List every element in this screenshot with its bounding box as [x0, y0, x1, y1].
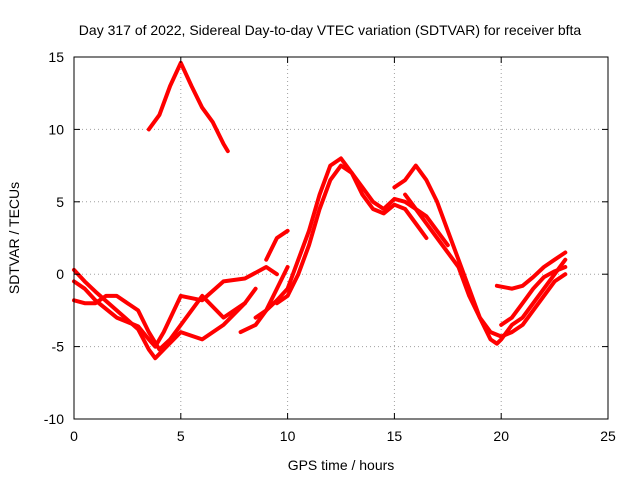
series-line-2 — [72, 267, 258, 361]
series-line-12 — [499, 265, 568, 327]
series-line-11 — [494, 250, 568, 291]
x-tick-label: 25 — [600, 428, 616, 444]
x-tick-label: 15 — [387, 428, 403, 444]
y-tick-label: -10 — [44, 411, 64, 427]
y-tick-label: -5 — [52, 339, 65, 355]
series-line-4 — [72, 293, 247, 352]
x-tick-label: 5 — [177, 428, 185, 444]
plot-frame — [73, 56, 609, 420]
y-tick-label: 10 — [48, 121, 64, 137]
y-axis-title: SDTVAR / TECUs — [6, 182, 22, 294]
x-tick-label: 20 — [493, 428, 509, 444]
x-tick-label: 0 — [70, 428, 78, 444]
y-tick-label: 5 — [56, 194, 64, 210]
x-tick-label: 10 — [280, 428, 296, 444]
y-tick-label: 0 — [56, 266, 64, 282]
series-layer — [72, 60, 568, 361]
series-line-6 — [253, 156, 429, 320]
ticks — [73, 56, 609, 420]
x-axis-title: GPS time / hours — [288, 457, 395, 473]
grid — [74, 57, 608, 419]
series-line-1 — [146, 60, 230, 154]
series-line-8 — [264, 228, 290, 262]
series-line-10 — [403, 192, 568, 339]
tick-labels: 0 5 10 15 20 25 -10 -5 0 5 10 15 — [44, 49, 616, 444]
series-line-9 — [392, 163, 568, 346]
y-tick-label: 15 — [48, 49, 64, 65]
chart-title: Day 317 of 2022, Sidereal Day-to-day VTE… — [79, 22, 582, 38]
